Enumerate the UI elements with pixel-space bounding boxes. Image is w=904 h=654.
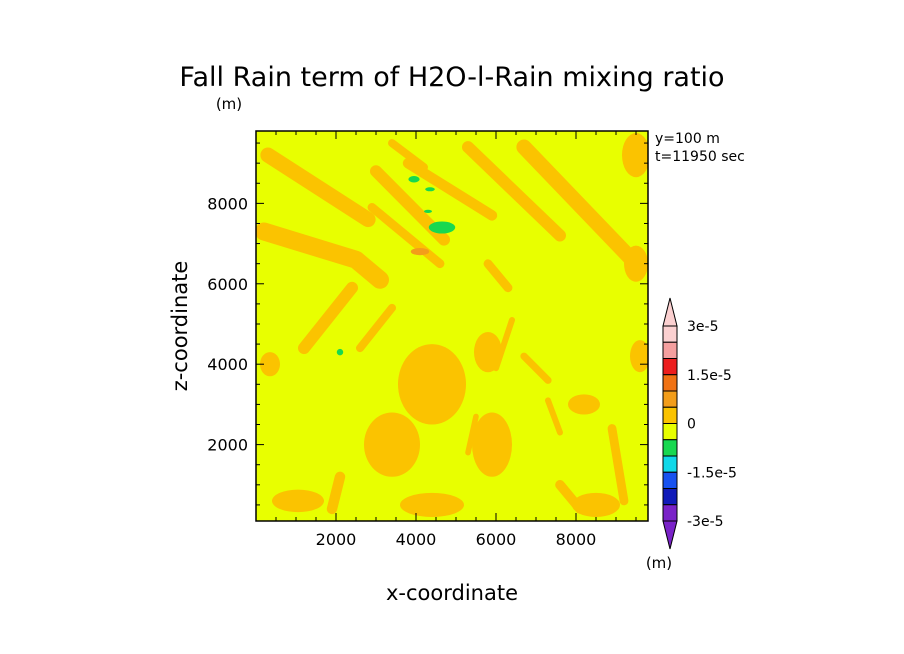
contour-band-pos_small <box>367 203 445 269</box>
colorbar-tick-label: 1.5e-5 <box>687 368 732 384</box>
y-axis-label: z-coordinate <box>168 261 192 392</box>
contour-region-pos_small <box>624 245 648 282</box>
contour-region-neg_small <box>408 176 420 183</box>
y-tick-label: 8000 <box>207 194 248 213</box>
colorbar-segment <box>662 341 678 359</box>
contour-region-pos_small <box>568 394 600 415</box>
contour-region-neg_small <box>428 221 456 234</box>
colorbar-segment <box>662 358 678 376</box>
y-tick-label: 6000 <box>207 275 248 294</box>
contour-band-pos_small <box>465 413 479 456</box>
axis-ticks: 2000 4000 6000 8000 2000 4000 6000 8000 <box>207 131 648 549</box>
colorbar-segment <box>662 471 678 489</box>
contour-region-pos_small <box>364 412 420 477</box>
contour-region-pos_small <box>622 133 648 178</box>
colorbar: 3e-5 1.5e-5 0 -1.5e-5 -3e-5 <box>662 297 737 550</box>
colorbar-bottom-arrow <box>662 520 678 550</box>
colorbar-segment <box>662 374 678 392</box>
colorbar-segment <box>662 406 678 424</box>
colorbar-segment <box>662 504 678 522</box>
contour-region-pos_small <box>474 332 502 373</box>
contour-band-pos_small <box>607 424 629 506</box>
contour-band-pos_small <box>545 397 563 436</box>
y-tick-label: 2000 <box>207 436 248 455</box>
contour-region-pos_small <box>398 344 466 425</box>
contour-region-pos_small <box>400 492 464 517</box>
contour-regions <box>256 133 648 517</box>
colorbar-segment <box>662 390 678 408</box>
contour-region-pos_small <box>272 489 324 513</box>
plot-frame <box>255 130 649 522</box>
contour-region-pos_small <box>260 352 280 377</box>
contour-region-neg_small <box>424 209 432 214</box>
colorbar-tick-label: -1.5e-5 <box>687 465 737 481</box>
contour-band-pos_small <box>256 222 389 289</box>
colorbar-top-arrow <box>662 297 678 327</box>
contour-band-pos_small <box>388 139 428 172</box>
contour-region-neg_small <box>336 348 344 356</box>
x-axis-label: x-coordinate <box>386 581 518 605</box>
colorbar-tick-label: -3e-5 <box>687 514 724 530</box>
plot-area <box>255 130 649 522</box>
contour-region-pos_small <box>630 340 648 373</box>
y-tick-label: 4000 <box>207 355 248 374</box>
colorbar-tick-label: 3e-5 <box>687 319 718 335</box>
contour-region-pos_small <box>472 412 512 477</box>
info-line-t: t=11950 sec <box>655 149 745 165</box>
contour-band-pos_small <box>260 147 376 228</box>
contour-band-pos_small <box>298 281 358 355</box>
colorbar-unit: (m) <box>646 554 672 572</box>
x-tick-label: 8000 <box>556 530 597 549</box>
contour-band-pos_small <box>516 139 640 268</box>
contour-band-pos_small <box>520 352 552 384</box>
contour-band-pos_small <box>483 259 513 293</box>
info-line-y: y=100 m <box>655 131 720 147</box>
contour-band-pos_small <box>326 471 346 515</box>
contour-band-pos_small <box>356 303 396 353</box>
colorbar-segment <box>662 423 678 441</box>
colorbar-tick-label: 0 <box>687 417 696 433</box>
colorbar-segment <box>662 325 678 343</box>
chart-title: Fall Rain term of H2O-l-Rain mixing rati… <box>179 62 724 93</box>
title-unit: (m) <box>216 95 242 113</box>
contour-band-pos_small <box>402 158 498 221</box>
contour-region-neg_small <box>425 187 435 192</box>
contour-region-pos_small <box>572 492 620 517</box>
colorbar-segment <box>662 488 678 506</box>
x-tick-label: 6000 <box>476 530 517 549</box>
colorbar-segment <box>662 439 678 457</box>
contour-band-pos_small <box>462 141 566 242</box>
contour-region-pos_mid <box>410 248 430 256</box>
x-tick-label: 4000 <box>396 530 437 549</box>
x-tick-label: 2000 <box>316 530 357 549</box>
colorbar-segment <box>662 455 678 473</box>
